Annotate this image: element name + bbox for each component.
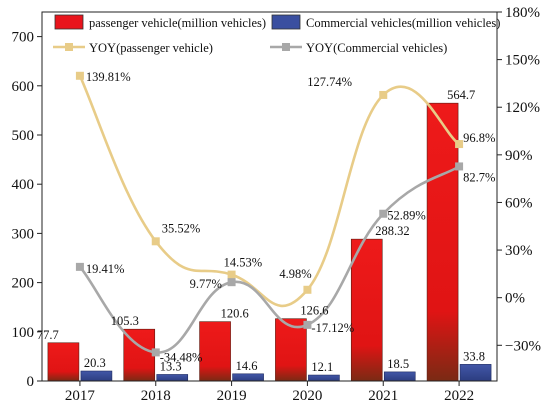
x-tick-2018: 2018: [141, 388, 171, 404]
point-yoy-passenger-2020: [303, 285, 312, 294]
label-commercial-2022: 33.8: [463, 349, 485, 363]
bar-commercial-2022: [459, 364, 492, 382]
label-passenger-2018: 105.3: [111, 314, 139, 328]
x-tick-2019: 2019: [217, 388, 247, 404]
point-yoy-passenger-2019: [227, 270, 236, 279]
label-yoy-commercial-2019: 9.77%: [190, 277, 222, 291]
label-yoy-commercial-2022: 82.7%: [463, 170, 495, 184]
y-right-tick-30: 30%: [505, 243, 533, 259]
bar-passenger-2022: [426, 102, 459, 382]
point-yoy-commercial-2021: [379, 209, 388, 218]
y-left-tick-400: 400: [12, 177, 35, 193]
legend-item-1: passenger vehicle(million vehicles): [54, 14, 266, 30]
legend-label: YOY(passenger vehicle): [89, 41, 213, 55]
y-right-tick--30: −30%: [505, 338, 541, 354]
y-left-tick-300: 300: [12, 226, 35, 242]
point-yoy-passenger-2018: [151, 237, 160, 246]
legend-swatch-marker: [65, 43, 73, 51]
bar-commercial-2019: [232, 373, 264, 382]
y-left-tick-600: 600: [12, 79, 35, 95]
y-right-tick-120: 120%: [505, 100, 540, 116]
label-yoy-passenger-2021: 127.74%: [307, 75, 352, 89]
x-tick-2017: 2017: [65, 388, 96, 404]
label-yoy-commercial-2017: 19.41%: [86, 262, 125, 276]
point-yoy-passenger-2021: [379, 90, 388, 99]
x-tick-2021: 2021: [368, 388, 398, 404]
label-commercial-2018: 13.3: [160, 359, 182, 373]
label-yoy-commercial-2020: -17.12%: [311, 321, 354, 335]
y-left-tick-0: 0: [27, 374, 35, 390]
point-yoy-passenger-2022: [455, 140, 464, 149]
label-yoy-commercial-2018: -34.48%: [160, 350, 203, 364]
label-commercial-2017: 20.3: [84, 356, 106, 370]
label-yoy-commercial-2021: 52.89%: [387, 209, 426, 223]
label-yoy-passenger-2022: 96.8%: [463, 131, 495, 145]
bar-passenger-2021: [350, 238, 383, 382]
point-yoy-commercial-2017: [75, 262, 84, 271]
y-right-tick-90: 90%: [505, 148, 533, 164]
point-yoy-commercial-2022: [455, 162, 464, 171]
bar-commercial-2017: [80, 370, 113, 382]
label-commercial-2021: 18.5: [387, 357, 409, 371]
bar-passenger-2017: [47, 342, 80, 382]
x-tick-2022: 2022: [444, 388, 474, 404]
y-right-tick-0: 0%: [505, 291, 525, 307]
label-yoy-passenger-2017: 139.81%: [86, 70, 131, 84]
y-left-tick-700: 700: [12, 30, 35, 46]
label-commercial-2019: 14.6: [236, 359, 258, 373]
x-tick-2020: 2020: [292, 388, 322, 404]
bar-commercial-2021: [383, 371, 416, 382]
label-passenger-2019: 120.6: [221, 307, 249, 321]
point-yoy-passenger-2017: [75, 71, 84, 80]
point-yoy-commercial-2019: [227, 278, 236, 287]
label-passenger-2022: 564.7: [447, 88, 475, 102]
y-right-tick-180: 180%: [505, 5, 540, 21]
y-right-tick-150: 150%: [505, 53, 540, 69]
label-passenger-2021: 288.32: [375, 224, 409, 238]
label-yoy-passenger-2018: 35.52%: [162, 221, 201, 235]
bar-commercial-2020: [308, 374, 340, 382]
legend-item-2: Commercial vehicles(million vehicles): [271, 14, 500, 30]
y-right-tick-60: 60%: [505, 195, 533, 211]
legend-label: YOY(Commercial vehicles): [306, 41, 447, 55]
point-yoy-commercial-2018: [151, 348, 160, 357]
legend-label: passenger vehicle(million vehicles): [89, 16, 266, 30]
label-passenger-2020: 126.6: [300, 304, 328, 318]
bar-passenger-2019: [199, 321, 231, 382]
label-yoy-passenger-2020: 4.98%: [279, 267, 311, 281]
legend-item-3: YOY(passenger vehicle): [53, 41, 213, 55]
y-left-tick-200: 200: [12, 276, 35, 292]
line-yoy-passenger: [78, 75, 460, 308]
label-passenger-2017: 77.7: [37, 328, 59, 342]
legend-swatch: [54, 14, 84, 30]
point-yoy-commercial-2020: [303, 320, 312, 329]
legend-label: Commercial vehicles(million vehicles): [306, 16, 500, 30]
legend-item-4: YOY(Commercial vehicles): [270, 41, 447, 55]
plot-frame: [41, 11, 498, 382]
legend-swatch: [271, 14, 301, 30]
y-left-tick-500: 500: [12, 128, 35, 144]
label-yoy-passenger-2019: 14.53%: [224, 256, 263, 270]
bar-passenger-2020: [275, 318, 307, 382]
y-left-tick-100: 100: [12, 325, 35, 341]
bar-commercial-2018: [156, 374, 189, 382]
legend-swatch-marker: [282, 43, 290, 51]
label-commercial-2020: 12.1: [311, 360, 333, 374]
